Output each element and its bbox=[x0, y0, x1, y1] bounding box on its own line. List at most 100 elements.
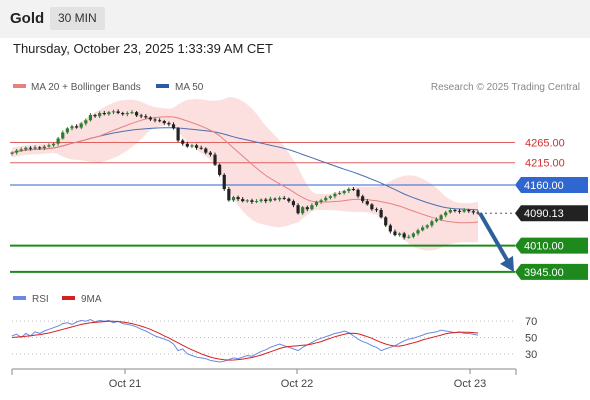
forecast-arrow-head bbox=[500, 255, 514, 272]
candle bbox=[250, 198, 254, 204]
candle bbox=[199, 145, 203, 150]
candle bbox=[245, 199, 249, 203]
rsi-line bbox=[11, 318, 479, 363]
candle-body bbox=[231, 197, 236, 201]
candle bbox=[167, 121, 171, 127]
candle-body bbox=[194, 145, 199, 148]
candle bbox=[421, 225, 425, 232]
candle bbox=[144, 114, 148, 119]
candle-body bbox=[337, 193, 342, 195]
candle bbox=[434, 217, 439, 223]
candle bbox=[74, 124, 79, 129]
candle bbox=[282, 195, 286, 200]
candle-body bbox=[411, 233, 416, 237]
candle bbox=[61, 130, 65, 140]
candle-body bbox=[282, 197, 286, 199]
candle-body bbox=[181, 140, 185, 144]
candle bbox=[310, 203, 314, 211]
candle-body bbox=[421, 227, 425, 231]
candle-body bbox=[158, 120, 162, 122]
candle bbox=[70, 124, 74, 131]
candle bbox=[130, 110, 134, 115]
candle-body bbox=[351, 189, 356, 190]
level-label-text: 4215.00 bbox=[525, 158, 565, 170]
candle bbox=[93, 113, 97, 118]
price-levels bbox=[10, 142, 515, 273]
candle-body bbox=[10, 152, 14, 154]
candle bbox=[457, 209, 462, 214]
candle-body bbox=[84, 120, 88, 124]
candle bbox=[185, 141, 189, 148]
candle bbox=[319, 198, 323, 204]
candle bbox=[65, 127, 69, 135]
candle-body bbox=[88, 115, 93, 121]
candle bbox=[351, 186, 356, 192]
candle-body bbox=[467, 210, 471, 212]
candle bbox=[116, 109, 120, 115]
legend-ma50-label: MA 50 bbox=[175, 82, 204, 93]
candle-body bbox=[397, 233, 402, 236]
x-tick-label: Oct 23 bbox=[454, 378, 486, 390]
candle-body bbox=[19, 149, 23, 151]
candle-body bbox=[319, 200, 323, 202]
candle bbox=[365, 199, 369, 206]
x-tick-label: Oct 21 bbox=[109, 378, 141, 390]
candle-body bbox=[379, 210, 383, 218]
candle bbox=[213, 152, 217, 166]
candle-body bbox=[15, 150, 19, 153]
candle bbox=[134, 110, 139, 118]
candle bbox=[33, 145, 37, 150]
level-label-box bbox=[515, 237, 588, 254]
candle bbox=[231, 195, 236, 202]
candle-body bbox=[254, 201, 259, 203]
candle-body bbox=[365, 201, 369, 205]
candle bbox=[111, 109, 116, 115]
candle bbox=[38, 146, 42, 150]
candle-body bbox=[476, 212, 480, 214]
level-label-text: 4090.13 bbox=[524, 208, 564, 220]
candle bbox=[158, 118, 162, 123]
candle-body bbox=[305, 207, 309, 210]
candle bbox=[264, 197, 268, 204]
candle bbox=[162, 119, 166, 125]
candle bbox=[439, 214, 443, 221]
candle bbox=[471, 209, 475, 215]
candle bbox=[361, 194, 365, 204]
candle bbox=[88, 112, 93, 122]
candle bbox=[171, 122, 176, 130]
moving-averages bbox=[11, 116, 479, 224]
candle-body bbox=[471, 211, 475, 213]
candle-body bbox=[102, 112, 106, 115]
candle-body bbox=[273, 198, 277, 200]
candle bbox=[314, 200, 319, 207]
legend-rsi-ma-label: 9MA bbox=[81, 294, 102, 305]
legend-ma50-swatch bbox=[156, 84, 169, 88]
timeframe-badge[interactable]: 30 MIN bbox=[50, 7, 105, 30]
candle bbox=[448, 208, 452, 214]
candle bbox=[337, 191, 342, 196]
candle-body bbox=[250, 200, 254, 202]
candle bbox=[222, 173, 226, 192]
ma20-line bbox=[11, 116, 479, 224]
candle-body bbox=[51, 143, 56, 146]
candle-body bbox=[434, 219, 439, 222]
legend-ma20-swatch bbox=[13, 84, 26, 88]
candle bbox=[208, 150, 212, 157]
candle-body bbox=[153, 119, 157, 121]
candle bbox=[301, 205, 305, 215]
candle bbox=[370, 203, 374, 211]
candle-body bbox=[98, 112, 102, 117]
candle bbox=[254, 199, 259, 204]
candle bbox=[84, 118, 88, 126]
candle-body bbox=[134, 112, 139, 116]
rsi-ma-line bbox=[11, 320, 479, 361]
candle-body bbox=[65, 128, 69, 133]
candle-body bbox=[227, 189, 231, 201]
candle-body bbox=[167, 123, 171, 125]
candle bbox=[268, 196, 272, 203]
candle-body bbox=[130, 112, 134, 114]
legend-ma20-label: MA 20 + Bollinger Bands bbox=[31, 82, 141, 93]
forecast-arrow-shaft bbox=[478, 212, 509, 261]
candle-body bbox=[430, 221, 434, 226]
candle bbox=[430, 219, 434, 228]
